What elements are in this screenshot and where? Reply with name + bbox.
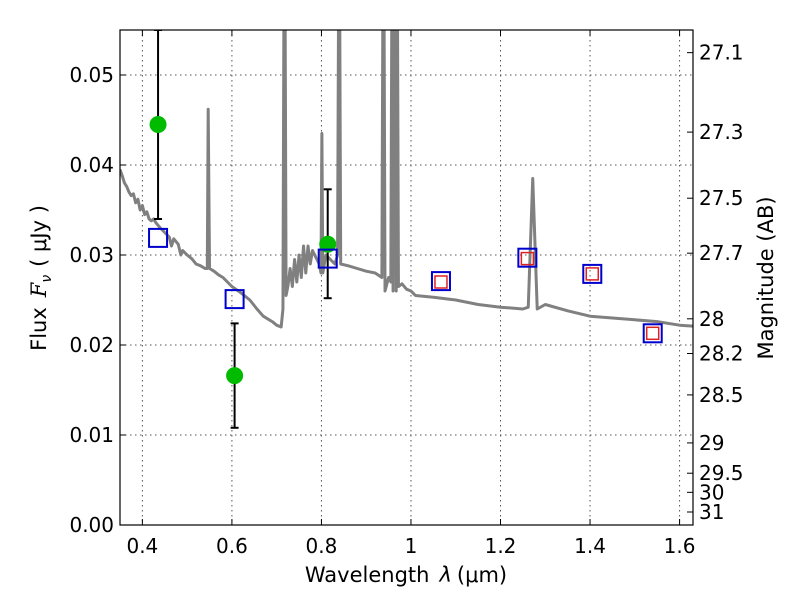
y2-tick-label: 29 (699, 431, 724, 455)
model-photometry-square (642, 323, 663, 344)
y2-tick-label: 27.3 (699, 120, 744, 144)
y2-tick-label: 27.5 (699, 186, 744, 210)
y2-tick-label: 31 (699, 500, 724, 524)
observed-point (319, 235, 337, 253)
y2-tick-label: 30 (699, 480, 724, 504)
y-tick-label: 0.01 (69, 423, 114, 447)
observed-point (226, 367, 244, 385)
y2-tick-label: 28.5 (699, 383, 744, 407)
x-tick-label: 1 (405, 534, 418, 558)
x-axis-label-units: (μm) (457, 563, 507, 587)
model-photometry-square (517, 247, 538, 268)
model-photometry-square (582, 263, 603, 284)
y-tick-label: 0.03 (69, 243, 114, 267)
model-photometry-square (148, 227, 169, 248)
x-axis-label-symbol: λ (438, 563, 451, 587)
x-axis-label-text: Wavelength (305, 563, 430, 587)
y2-tick-label: 28.2 (699, 341, 744, 365)
x-tick-label: 1.6 (664, 534, 696, 558)
model-photometry-square (224, 289, 245, 310)
x-tick-label: 1.4 (574, 534, 606, 558)
y-tick-label: 0.04 (69, 153, 114, 177)
x-tick-label: 0.8 (306, 534, 338, 558)
y-axis-label: Flux Fν ( μJy ) (27, 205, 55, 351)
x-tick-label: 0.6 (216, 534, 248, 558)
y-tick-label: 0.00 (69, 513, 114, 537)
y2-axis-label: Magnitude (AB) (754, 196, 778, 359)
model-photometry-square (430, 271, 451, 292)
y2-tick-label: 28 (699, 307, 724, 331)
y-axis-label-text: Flux (27, 307, 51, 351)
spectrum-line (120, 30, 693, 329)
y2-tick-label: 27.7 (699, 241, 744, 265)
y-tick-label: 0.02 (69, 333, 114, 357)
y2-tick-label: 29.5 (699, 461, 744, 485)
y-tick-label: 0.05 (69, 63, 114, 87)
model-photometry-ir-square (645, 326, 660, 341)
axis-ticks: 0.4 0.6 0.8 1 1.2 1.4 1.6 0.00 0.01 0.02 0.03 0.04 0… (69, 30, 744, 558)
x-axis-label: Wavelength λ (μm) (305, 563, 507, 587)
model-photometry-square (317, 248, 338, 269)
x-tick-label: 1.2 (485, 534, 517, 558)
y-axis-label-subscript: ν (39, 275, 55, 283)
model-photometry-ir-square (585, 267, 600, 281)
model-photometry-ir-square (520, 251, 535, 266)
plot-frame (119, 29, 694, 526)
y-axis-label-units: ( μJy ) (27, 205, 51, 267)
model-photometry-ir-square (434, 275, 448, 289)
series-layer (120, 30, 693, 429)
y-axis-label-symbol: F (27, 281, 51, 298)
x-tick-label: 0.4 (126, 534, 158, 558)
observed-point (149, 116, 167, 133)
y2-tick-label: 27.1 (699, 41, 744, 65)
